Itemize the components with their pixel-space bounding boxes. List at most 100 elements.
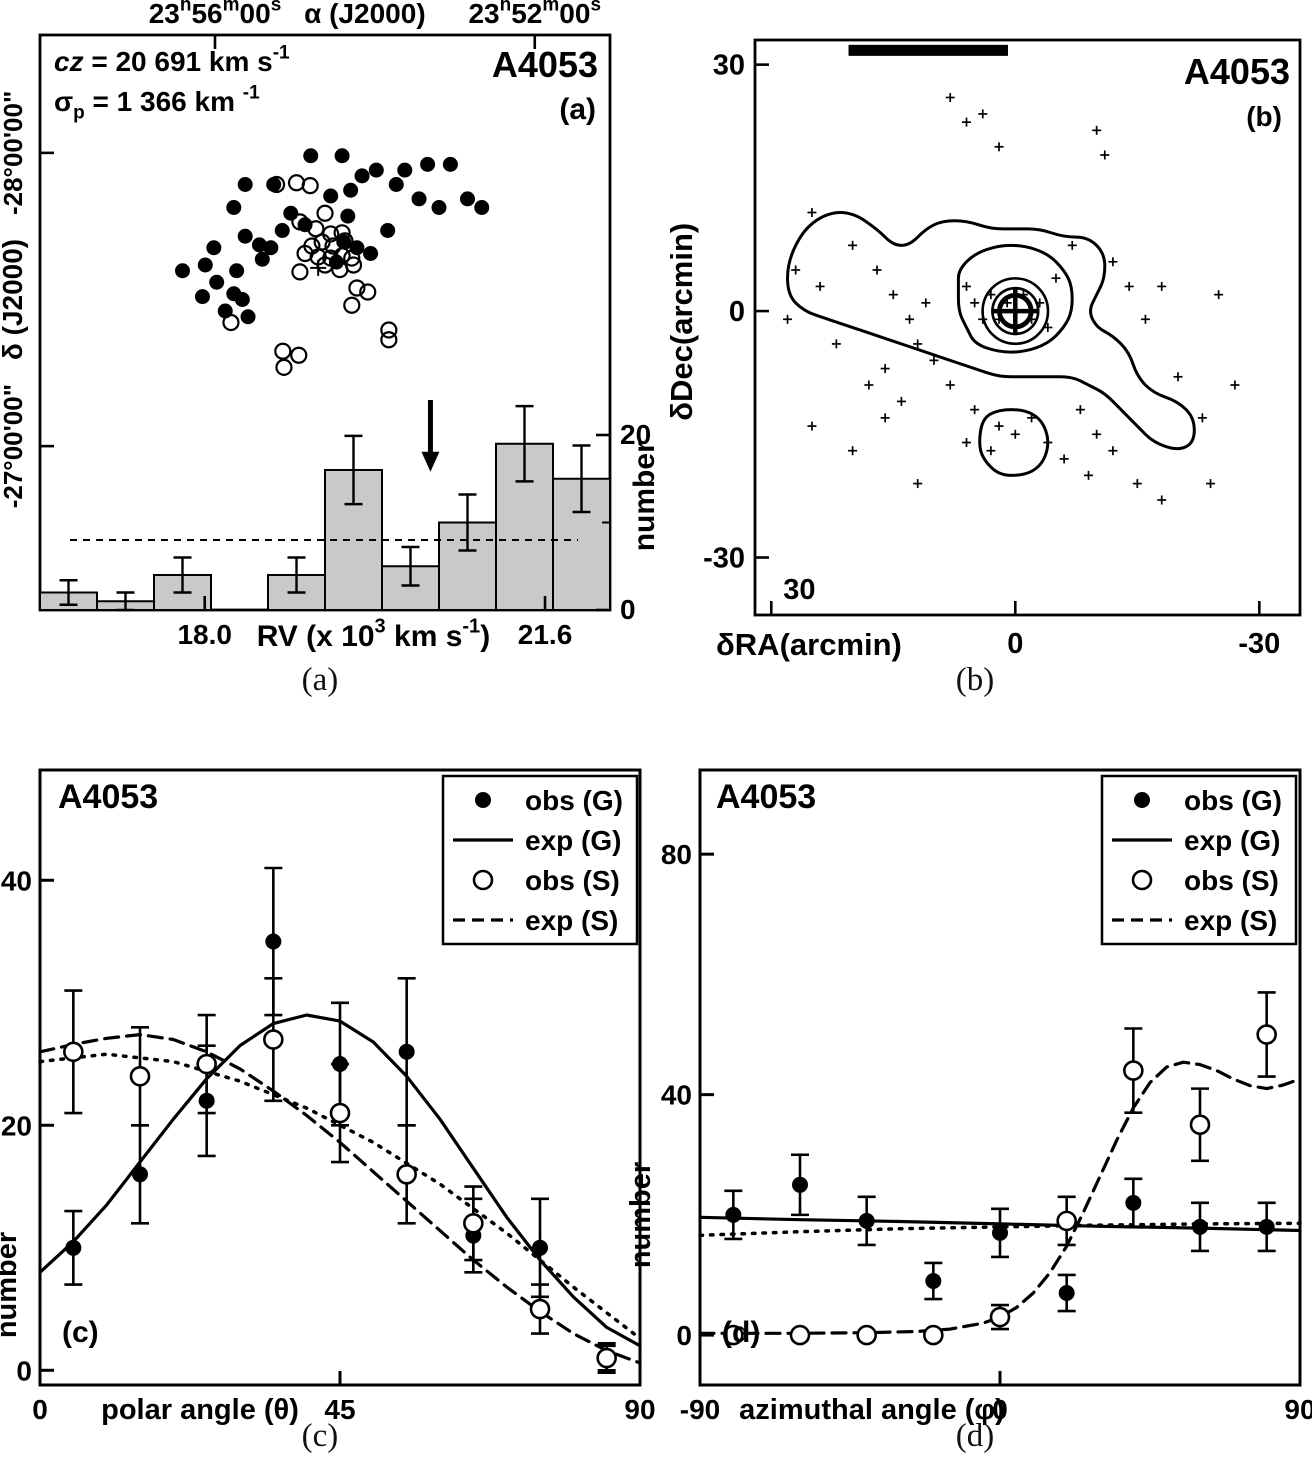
right-tick-label: 0 (620, 594, 636, 625)
curve-dashed (698, 1060, 1302, 1335)
data-point-filled (725, 1206, 742, 1223)
data-point-filled (1125, 1194, 1142, 1211)
legend-marker-open-circle (1131, 869, 1153, 891)
axes-frame (753, 38, 1302, 617)
data-point-open (63, 1041, 84, 1063)
galaxy-point-open (359, 283, 377, 301)
legend-label: exp (S) (525, 905, 618, 936)
panel-tag: (a) (559, 93, 596, 126)
data-point-open (1123, 1060, 1144, 1081)
annotation-cz: cz = 20 691 km s-1 (54, 42, 290, 77)
x-axis-label: azimuthal angle (φ) (739, 1394, 1005, 1426)
galaxy-point-open (380, 321, 398, 339)
galaxy-point-filled (240, 309, 256, 325)
galaxy-point-filled (340, 208, 356, 224)
x-tick-label: 45 (324, 1394, 355, 1425)
legend-marker-open-circle (472, 869, 494, 891)
galaxy-point-open (222, 313, 240, 332)
panel-b: 30 0 -30 30 0 -30 δRA(arcmin) δDec(arcmin) A4053… (664, 38, 1302, 662)
galaxy-point-filled (254, 251, 270, 267)
galaxy-point-filled (380, 223, 396, 238)
panel-tag: (c) (62, 1316, 99, 1349)
galaxy-point-filled (175, 263, 190, 279)
x-tick-label: 0 (1007, 628, 1023, 660)
annotation-sigma: σp = 1 366 km -1 (54, 82, 260, 123)
top-axis-label: α (J2000) (304, 0, 426, 29)
data-point-filled (265, 933, 282, 950)
data-point-open (129, 1065, 151, 1087)
caption-d: (d) (955, 1418, 995, 1454)
x-tick-label: -30 (1238, 628, 1280, 660)
panel-title: A4053 (716, 778, 816, 816)
data-point-filled (925, 1272, 942, 1289)
y-tick-label: 0 (729, 296, 745, 328)
galaxy-point-filled (283, 205, 299, 221)
y-tick-label: 0 (676, 1320, 692, 1351)
data-point-open (529, 1298, 551, 1320)
galaxy-point-open (274, 342, 292, 360)
x-tick-label: 90 (624, 1394, 655, 1425)
galaxy-point-open (343, 296, 361, 314)
x-tick-label: -90 (680, 1394, 720, 1425)
galaxy-point-filled (263, 240, 279, 256)
panel-d: -90 0 90 0 40 80 azimuthal angle (φ) number A405… (625, 768, 1312, 1426)
galaxy-point-open (333, 224, 351, 242)
x-tick-label: 18.0 (177, 619, 232, 650)
galaxy-point-filled (206, 240, 222, 256)
data-point-filled (532, 1239, 548, 1256)
data-point-filled (1058, 1285, 1075, 1302)
data-point-open (596, 1347, 617, 1369)
galaxy-point-filled (194, 289, 210, 305)
panel-title: A4053 (1184, 51, 1290, 92)
data-point-open (1189, 1114, 1211, 1135)
galaxy-point-filled (363, 246, 379, 261)
x-tick-label: 0 (992, 1394, 1008, 1425)
x-axis-label: polar angle (θ) (101, 1394, 299, 1426)
legend-label: obs (G) (1184, 785, 1282, 816)
contour-middle (956, 243, 1074, 354)
galaxy-point-filled (343, 182, 359, 198)
legend-marker-filled-circle (475, 792, 491, 808)
contour-inner-ring (981, 277, 1050, 346)
galaxy-point-open (380, 331, 398, 349)
y-tick-label: 30 (713, 50, 745, 82)
top-tick-label: 23h56m00s (149, 0, 282, 29)
galaxy-point-filled (197, 257, 213, 273)
contour-outer (785, 210, 1196, 451)
y-tick-label: 40 (1, 865, 32, 896)
x-axis-label: δRA(arcmin) (716, 627, 902, 662)
galaxy-point-filled (237, 177, 253, 192)
galaxy-point-filled (334, 148, 350, 164)
y-tick-label: 80 (661, 839, 692, 870)
legend-label: exp (G) (1184, 825, 1280, 856)
galaxy-point-filled (237, 228, 253, 244)
galaxy-point-filled (226, 200, 242, 215)
galaxy-point-filled (460, 191, 475, 207)
legend-label: obs (G) (525, 785, 623, 816)
left-axis-label: δ (J2000) (0, 239, 28, 360)
data-point-open (923, 1324, 944, 1346)
data-point-filled (992, 1224, 1008, 1241)
galaxy-point-filled (209, 274, 225, 290)
data-point-open (396, 1163, 417, 1185)
galaxy-point-open (343, 249, 361, 267)
y-tick-label: 40 (661, 1080, 692, 1111)
contour-south-blob (978, 408, 1050, 477)
galaxy-point-open (287, 174, 306, 192)
y-axis-label: number (0, 1232, 23, 1338)
galaxy-point-filled (388, 177, 404, 192)
top-tick-label: 23h52m00s (468, 0, 601, 29)
galaxy-point-filled (229, 263, 245, 279)
galaxy-point-open (344, 256, 363, 274)
galaxy-point-open (275, 358, 293, 376)
galaxy-point-filled (431, 200, 447, 215)
x-tick-label: 0 (32, 1394, 48, 1425)
right-axis-label: number (628, 441, 661, 551)
galaxy-point-filled (303, 148, 319, 164)
galaxy-point-filled (397, 162, 413, 178)
data-point-open (329, 1102, 351, 1124)
galaxy-point-filled (354, 168, 370, 184)
data-point-open (1056, 1210, 1077, 1232)
panel-tag: (b) (1246, 101, 1282, 132)
